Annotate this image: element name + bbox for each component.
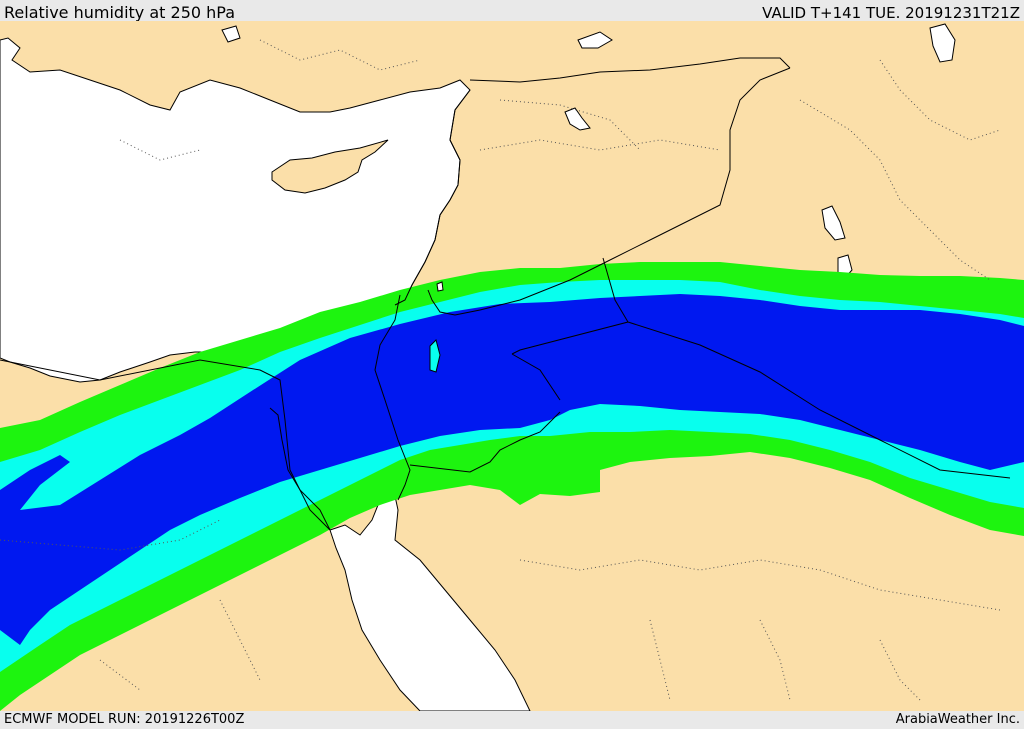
lake-small-northwest: [221, 25, 241, 43]
red-sea: [329, 480, 531, 711]
sea-of-galilee: [436, 281, 444, 292]
levant-coastline: [394, 89, 471, 306]
admin-borders: [0, 39, 1001, 701]
header-bar: Relative humidity at 250 hPa VALID T+141…: [0, 0, 1024, 22]
lake-tuz: [564, 107, 591, 131]
country-borders: [0, 57, 1011, 531]
footer-bar: ECMWF MODEL RUN: 20191226T00Z ArabiaWeat…: [0, 711, 1024, 729]
dead-sea: [429, 339, 441, 373]
sinai-coastline: [269, 407, 331, 531]
valid-time: VALID T+141 TUE. 20191231T21Z: [762, 4, 1020, 22]
cyprus-island: [271, 139, 389, 194]
humidity-map: [0, 21, 1024, 711]
humidity-band-blue: [0, 294, 1024, 645]
lake-urmia: [929, 23, 956, 63]
lake-tharthar: [821, 205, 846, 241]
model-run-label: ECMWF MODEL RUN: 20191226T00Z: [4, 712, 245, 727]
credit-label: ArabiaWeather Inc.: [895, 712, 1020, 727]
lake-van: [577, 31, 613, 49]
map-title: Relative humidity at 250 hPa: [4, 3, 236, 22]
